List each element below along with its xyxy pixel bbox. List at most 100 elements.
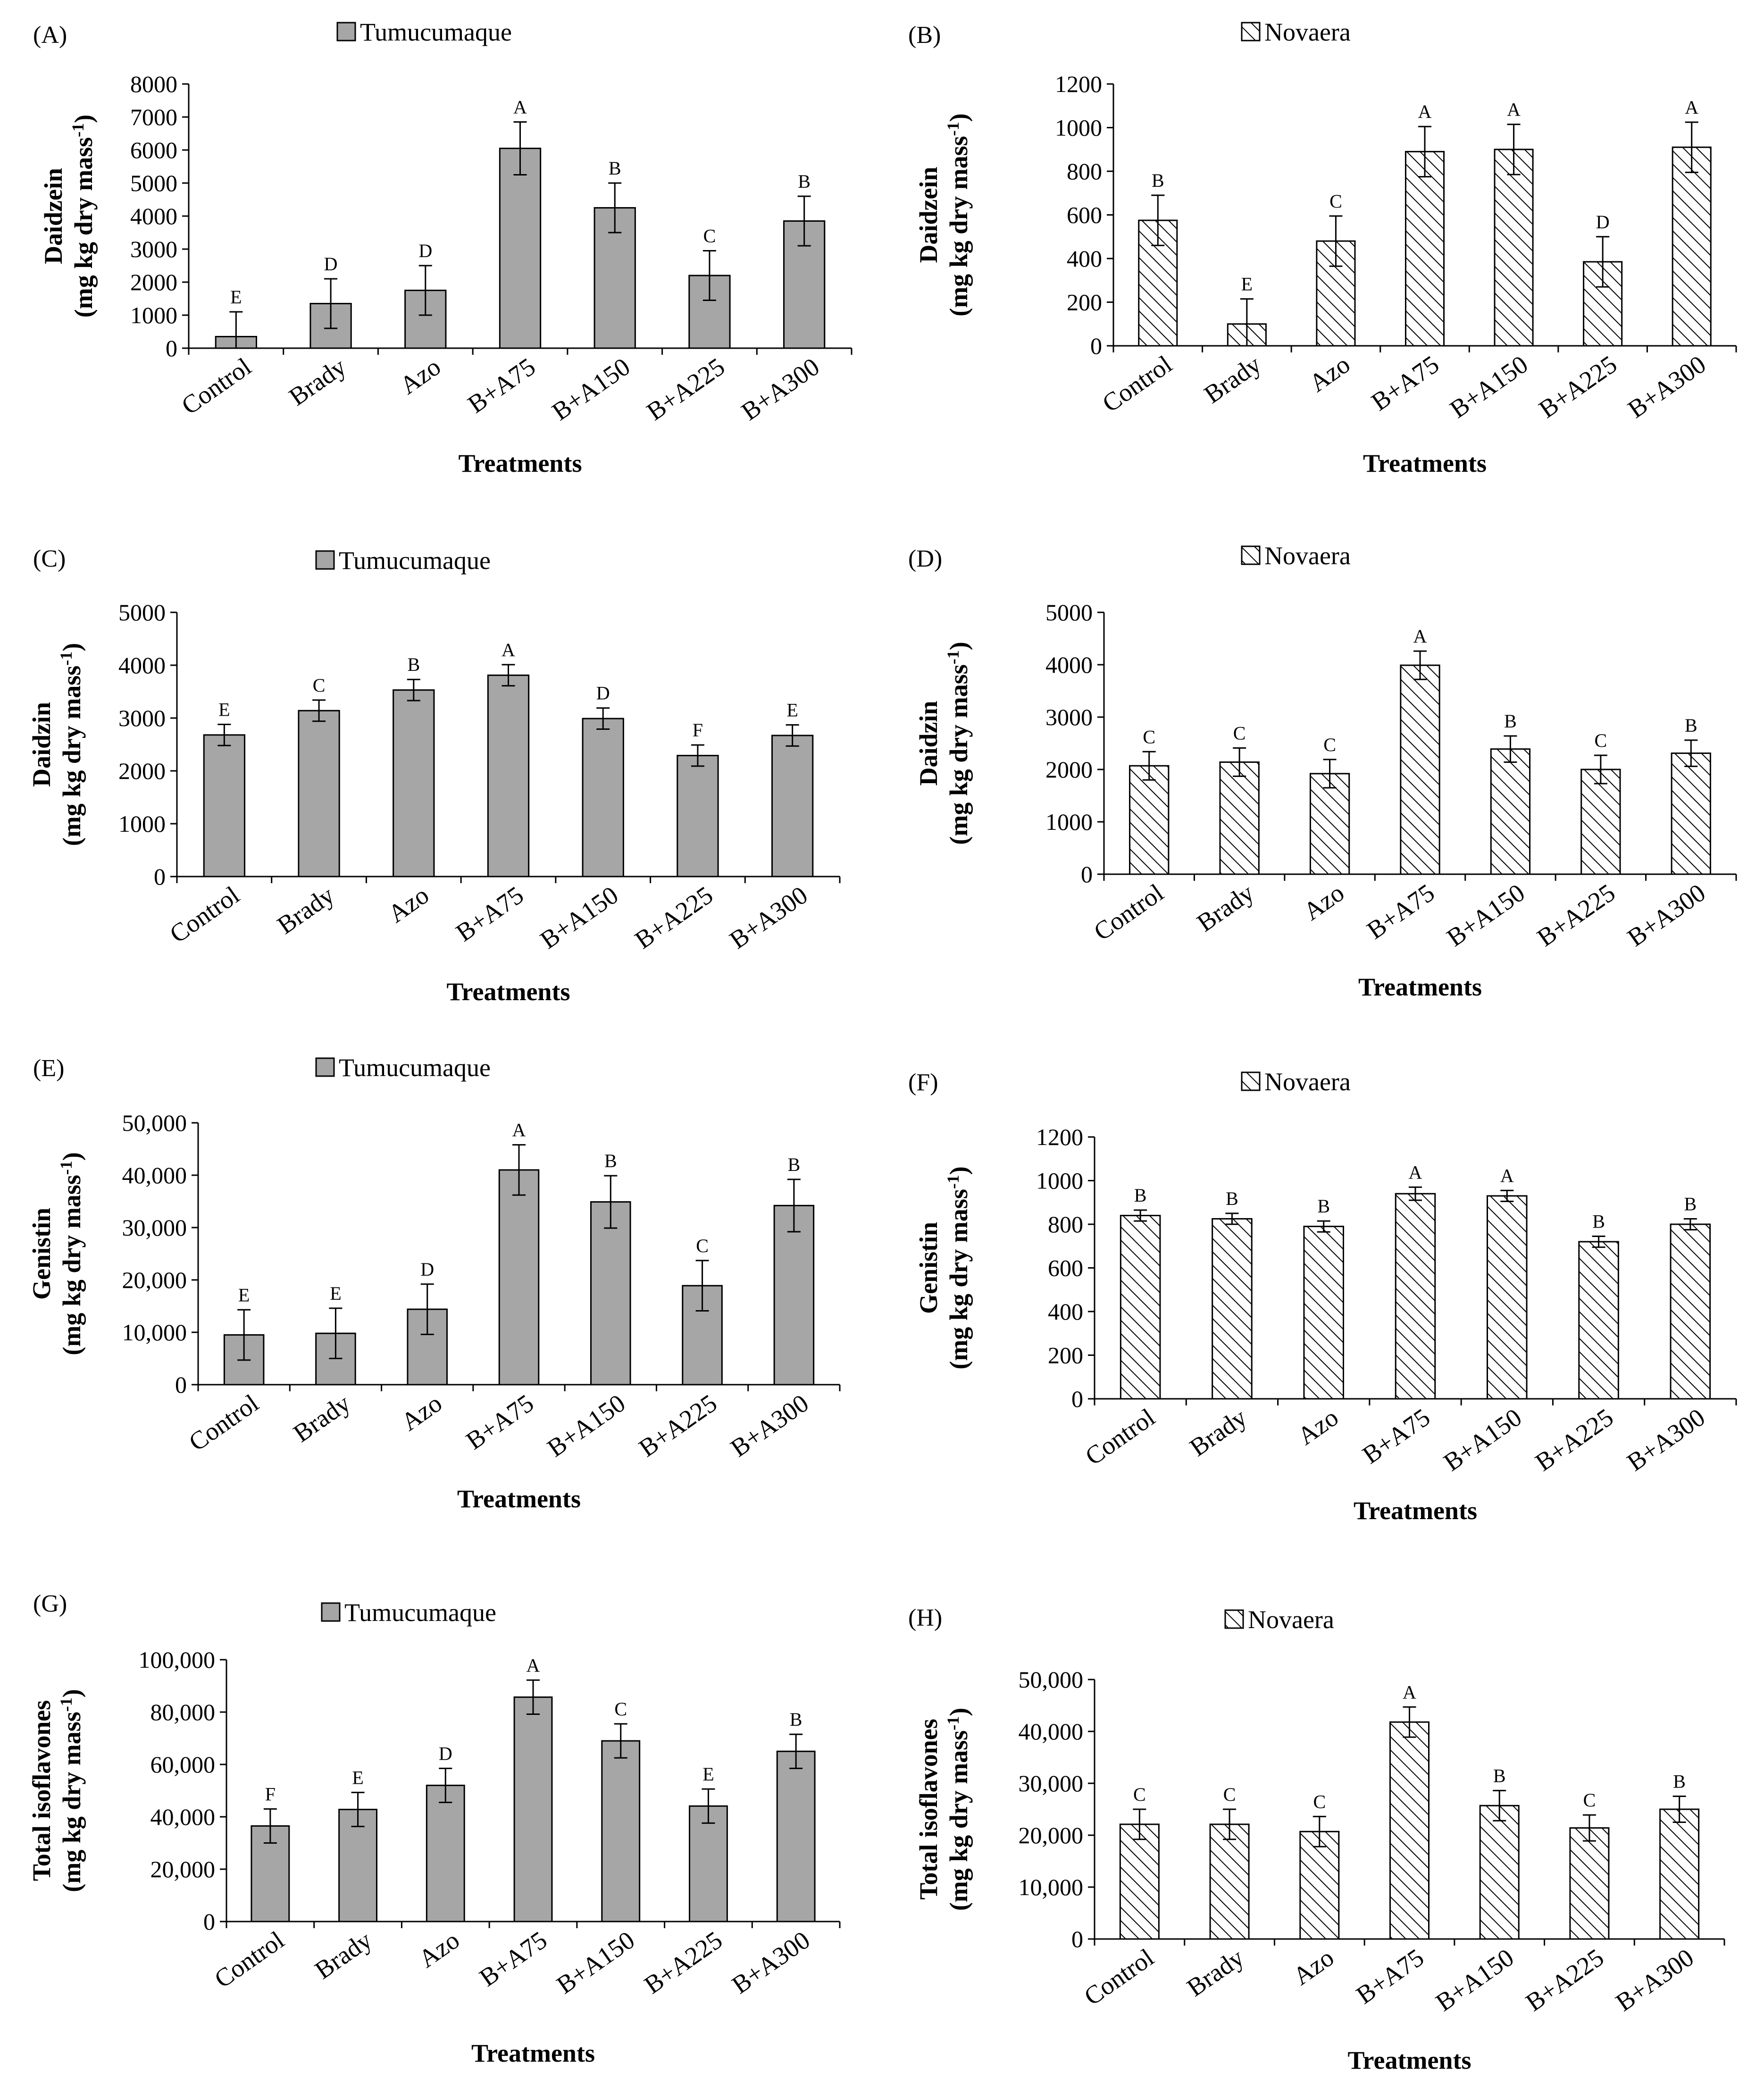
- y-tick-label: 6000: [130, 137, 177, 163]
- y-tick-label: 10,000: [122, 1319, 187, 1346]
- panel-label: (E): [33, 1055, 64, 1082]
- category-label: B+A225: [1521, 1943, 1609, 2017]
- y-tick-label: 0: [1071, 1386, 1083, 1412]
- y-tick-label: 3000: [118, 705, 166, 731]
- significance-letter: B: [1134, 1185, 1147, 1206]
- y-tick-label: 400: [1048, 1298, 1083, 1325]
- bar: [1670, 1223, 1711, 1400]
- significance-letter: B: [1685, 715, 1697, 736]
- y-tick-label: 20,000: [122, 1267, 187, 1293]
- category-label: Brady: [1192, 878, 1259, 937]
- significance-letter: C: [1143, 726, 1155, 747]
- legend-label: Novaera: [1264, 1068, 1351, 1096]
- category-label: Brady: [309, 1926, 377, 1985]
- legend-label: Novaera: [1248, 1605, 1334, 1634]
- legend-label: Novaera: [1264, 542, 1351, 570]
- y-tick-label: 1000: [130, 302, 177, 328]
- bar: [1209, 1823, 1250, 1940]
- y-axis-unit-close: ): [69, 115, 98, 123]
- significance-letter: A: [527, 1655, 540, 1676]
- category-label: B+A150: [547, 352, 635, 426]
- category-label: Control: [1097, 350, 1178, 418]
- y-axis-unit-text: (mg kg dry mass: [58, 1712, 86, 1892]
- significance-letter: B: [1226, 1188, 1238, 1209]
- y-tick-label: 5000: [1045, 599, 1093, 626]
- y-axis-unit-close: ): [945, 1166, 973, 1175]
- significance-letter: B: [1684, 1193, 1697, 1214]
- y-axis-title: Daidzein: [39, 168, 67, 264]
- bar: [1120, 1215, 1161, 1400]
- category-label: Brady: [284, 352, 351, 411]
- significance-letter: A: [1500, 1165, 1514, 1186]
- y-axis-unit-sup: -1: [944, 122, 962, 136]
- category-label: B+A150: [1438, 1403, 1527, 1477]
- bar: [1129, 765, 1170, 875]
- significance-letter: D: [324, 253, 338, 275]
- significance-letter: A: [1507, 99, 1521, 120]
- y-axis-title: Daidzein: [914, 167, 943, 263]
- y-axis-unit: (mg kg dry mass-1): [944, 113, 973, 317]
- significance-letter: C: [696, 1235, 709, 1256]
- category-label: B+A150: [1430, 1943, 1519, 2017]
- legend-swatch: [1241, 1071, 1261, 1091]
- y-tick-label: 1200: [1036, 1124, 1083, 1150]
- bar: [1494, 149, 1534, 347]
- category-label: B+A300: [1611, 1943, 1699, 2017]
- bar: [1580, 769, 1621, 875]
- y-axis-unit-text: (mg kg dry mass: [945, 1189, 973, 1370]
- y-tick-label: 40,000: [122, 1162, 187, 1188]
- panel-label: (F): [908, 1069, 938, 1096]
- bar: [1487, 1195, 1528, 1400]
- significance-letter: B: [609, 158, 621, 179]
- y-axis-unit-close: ): [945, 113, 973, 122]
- panel-label: (H): [908, 1605, 942, 1631]
- x-axis-title: Treatments: [1354, 1496, 1477, 1525]
- significance-letter: B: [788, 1154, 801, 1175]
- significance-letter: B: [1504, 710, 1517, 732]
- significance-letter: A: [1413, 626, 1427, 647]
- significance-letter: C: [614, 1698, 627, 1720]
- significance-letter: E: [786, 700, 798, 721]
- category-label: B+A225: [1532, 878, 1620, 952]
- category-label: B+A75: [474, 1926, 552, 1992]
- bar: [1400, 664, 1440, 875]
- chart-panel-f: (F) Novaera 0 200 400 600 800 1000 1200 B Control B…: [908, 1068, 1737, 1525]
- significance-letter: B: [798, 171, 811, 192]
- bar: [582, 718, 624, 878]
- y-axis-unit: (mg kg dry mass-1): [944, 1166, 973, 1370]
- category-label: B+A300: [736, 352, 824, 426]
- y-axis-title: Genistin: [914, 1222, 943, 1314]
- chart-panel-c: (C) Tumucumaque 0 1000 2000 3000 4000 5000 E Cont…: [27, 545, 841, 1006]
- category-label: B+A150: [1442, 878, 1530, 952]
- category-label: Azo: [395, 352, 446, 400]
- significance-letter: B: [1592, 1211, 1605, 1232]
- x-axis-title: Treatments: [447, 978, 570, 1006]
- y-tick-label: 3000: [130, 236, 177, 262]
- significance-letter: D: [420, 1259, 434, 1280]
- category-label: B+A300: [1622, 350, 1711, 424]
- significance-letter: C: [1313, 1791, 1326, 1812]
- y-axis-unit-close: ): [945, 1708, 973, 1716]
- category-label: B+A300: [726, 1389, 814, 1463]
- y-axis-unit: (mg kg dry mass-1): [944, 642, 973, 845]
- bar: [498, 1169, 540, 1386]
- legend-label: Tumucumaque: [360, 18, 512, 46]
- panel-label: (A): [33, 22, 67, 49]
- y-tick-label: 600: [1048, 1255, 1083, 1281]
- significance-letter: B: [1152, 170, 1164, 191]
- bar: [338, 1808, 378, 1922]
- significance-letter: E: [218, 699, 230, 720]
- category-label: Control: [184, 1389, 264, 1457]
- category-label: B+A75: [1351, 1943, 1429, 2010]
- significance-letter: C: [1233, 722, 1246, 744]
- bar: [771, 735, 814, 878]
- significance-letter: B: [790, 1709, 803, 1730]
- category-label: B+A150: [1445, 350, 1533, 424]
- panel-label: (B): [908, 22, 941, 49]
- bar: [487, 674, 530, 878]
- bar: [1389, 1721, 1430, 1940]
- y-tick-label: 80,000: [150, 1699, 216, 1725]
- category-label: Brady: [288, 1389, 356, 1448]
- category-label: B+A75: [1357, 1403, 1435, 1470]
- y-axis-unit-sup: -1: [944, 1175, 962, 1189]
